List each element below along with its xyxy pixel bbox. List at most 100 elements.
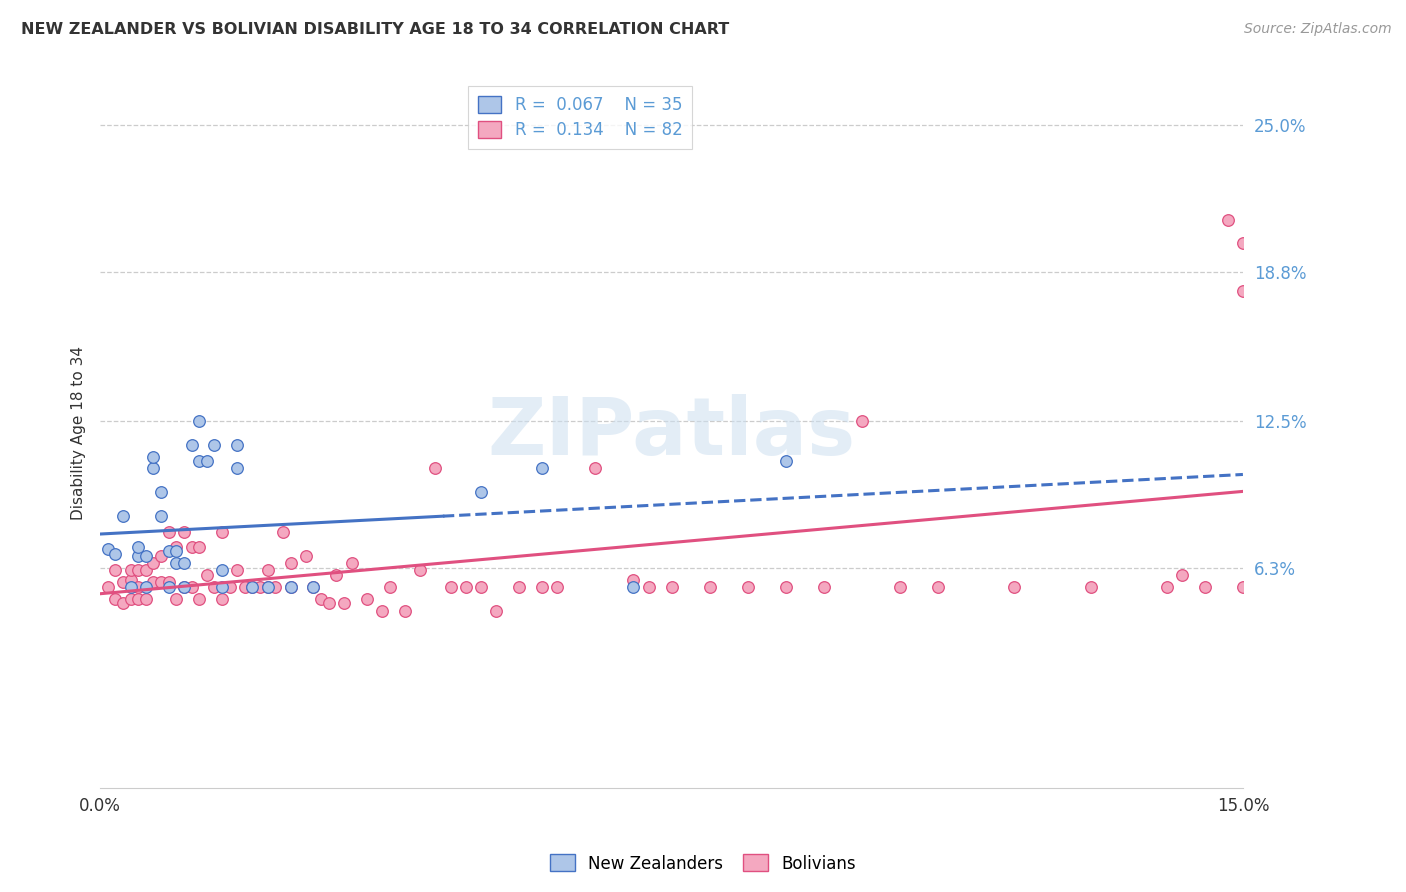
Point xyxy=(530,461,553,475)
Point xyxy=(120,573,142,587)
Point xyxy=(173,556,195,570)
Point xyxy=(775,454,797,468)
Point xyxy=(1232,580,1254,594)
Point xyxy=(280,556,302,570)
Point xyxy=(157,525,180,540)
Point xyxy=(180,438,202,452)
Point xyxy=(111,596,134,610)
Point xyxy=(637,580,659,594)
Point xyxy=(97,541,120,556)
Point xyxy=(1156,580,1178,594)
Point xyxy=(211,525,233,540)
Point xyxy=(135,580,157,594)
Point xyxy=(661,580,683,594)
Point xyxy=(309,591,332,606)
Point xyxy=(188,414,211,428)
Point xyxy=(470,580,492,594)
Point xyxy=(242,580,264,594)
Point xyxy=(851,414,873,428)
Point xyxy=(302,580,325,594)
Legend: New Zealanders, Bolivians: New Zealanders, Bolivians xyxy=(543,847,863,880)
Point xyxy=(150,485,173,500)
Point xyxy=(889,580,911,594)
Point xyxy=(165,556,187,570)
Point xyxy=(333,596,356,610)
Point xyxy=(157,575,180,590)
Point xyxy=(623,580,645,594)
Point xyxy=(249,580,271,594)
Point xyxy=(394,603,416,617)
Point xyxy=(439,580,461,594)
Point xyxy=(165,540,187,554)
Point xyxy=(127,591,149,606)
Point xyxy=(546,580,568,594)
Point xyxy=(508,580,530,594)
Point xyxy=(135,563,157,577)
Point xyxy=(454,580,477,594)
Point xyxy=(157,544,180,558)
Point xyxy=(120,563,142,577)
Point xyxy=(226,461,249,475)
Point xyxy=(111,575,134,590)
Point xyxy=(97,580,120,594)
Point xyxy=(157,580,180,594)
Point xyxy=(485,603,508,617)
Point xyxy=(127,580,149,594)
Point xyxy=(127,540,149,554)
Point xyxy=(142,556,165,570)
Text: NEW ZEALANDER VS BOLIVIAN DISABILITY AGE 18 TO 34 CORRELATION CHART: NEW ZEALANDER VS BOLIVIAN DISABILITY AGE… xyxy=(21,22,730,37)
Point xyxy=(1216,212,1239,227)
Point xyxy=(256,580,278,594)
Point xyxy=(256,580,278,594)
Point xyxy=(211,580,233,594)
Point xyxy=(1232,284,1254,298)
Point xyxy=(927,580,949,594)
Point xyxy=(264,580,287,594)
Point xyxy=(530,580,553,594)
Point xyxy=(233,580,256,594)
Point xyxy=(218,580,240,594)
Point xyxy=(1194,580,1216,594)
Point xyxy=(135,549,157,563)
Point xyxy=(1002,580,1025,594)
Point xyxy=(1080,580,1102,594)
Point xyxy=(226,438,249,452)
Legend: R =  0.067    N = 35, R =  0.134    N = 82: R = 0.067 N = 35, R = 0.134 N = 82 xyxy=(468,86,692,149)
Point xyxy=(104,591,127,606)
Point xyxy=(180,540,202,554)
Point xyxy=(302,580,325,594)
Point xyxy=(271,525,294,540)
Point xyxy=(150,575,173,590)
Point xyxy=(142,450,165,464)
Point xyxy=(104,547,127,561)
Point xyxy=(583,461,606,475)
Point xyxy=(242,580,264,594)
Point xyxy=(425,461,447,475)
Point xyxy=(280,580,302,594)
Point xyxy=(150,549,173,563)
Point xyxy=(111,508,134,523)
Point xyxy=(120,580,142,594)
Point xyxy=(173,525,195,540)
Point xyxy=(142,461,165,475)
Point xyxy=(226,563,249,577)
Point xyxy=(623,573,645,587)
Point xyxy=(378,580,401,594)
Point xyxy=(356,591,378,606)
Point xyxy=(195,454,218,468)
Point xyxy=(188,454,211,468)
Point xyxy=(188,540,211,554)
Text: Source: ZipAtlas.com: Source: ZipAtlas.com xyxy=(1244,22,1392,37)
Point xyxy=(280,580,302,594)
Point xyxy=(775,580,797,594)
Point xyxy=(202,580,225,594)
Point xyxy=(470,485,492,500)
Point xyxy=(104,563,127,577)
Point xyxy=(120,591,142,606)
Point xyxy=(150,508,173,523)
Point xyxy=(1232,236,1254,251)
Point xyxy=(173,580,195,594)
Point xyxy=(211,591,233,606)
Point xyxy=(173,580,195,594)
Point xyxy=(813,580,835,594)
